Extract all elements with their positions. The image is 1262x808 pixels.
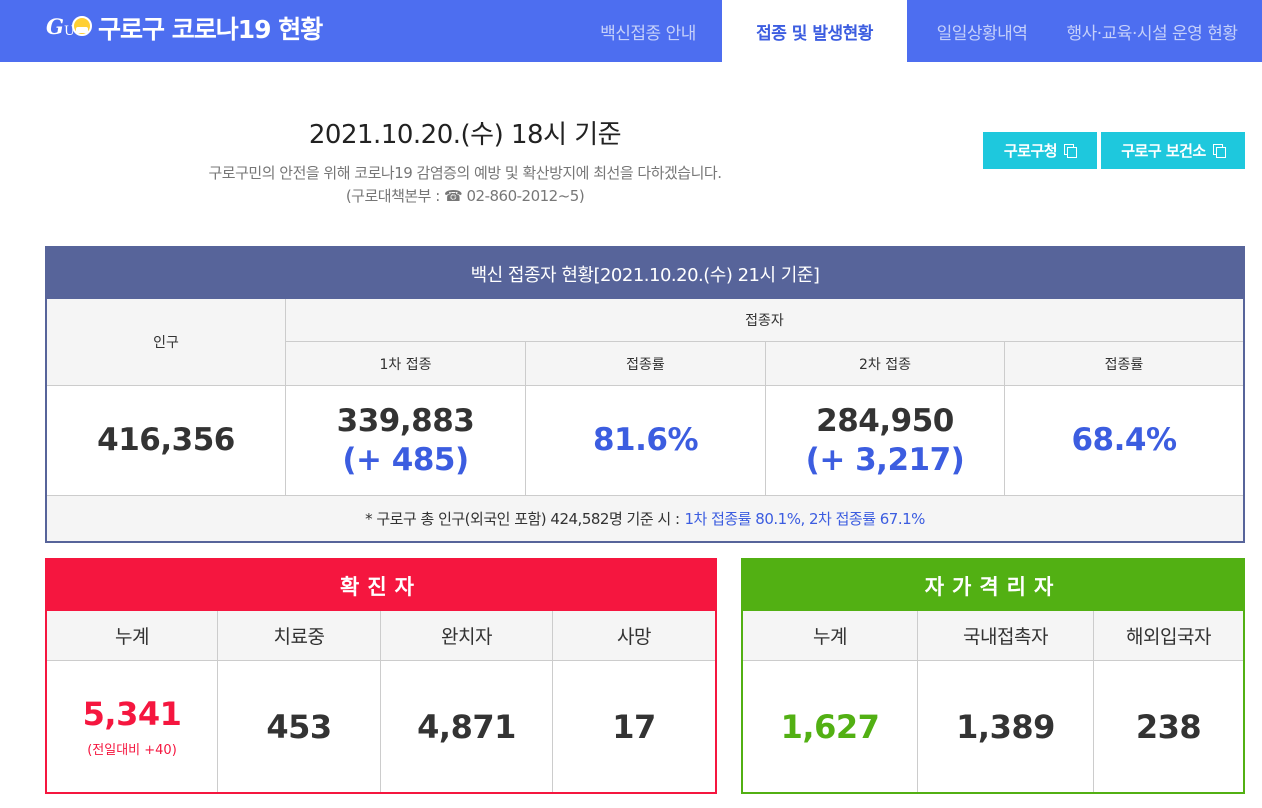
page-description: 구로구민의 안전을 위해 코로나19 감염증의 예방 및 확산방지에 최선을 다… [208,164,722,182]
in-treatment-cell: 453 [218,661,381,792]
second-rate-header: 접종률 [1005,342,1243,386]
first-rate-cell: 81.6% [526,386,766,495]
first-dose-value: 339,883 [336,402,475,439]
quarantine-total-value: 1,627 [780,707,880,746]
second-rate-cell: 68.4% [1005,386,1243,495]
vaccine-table-title: 백신 접종자 현황[2021.10.20.(수) 21시 기준] [47,248,1243,299]
confirmed-total-cell: 5,341 (전일대비 +40) [47,661,218,792]
second-rate-label: 접종률 [1104,356,1144,373]
external-link-icon [1212,144,1226,158]
population-note-rates: 1차 접종률 80.1%, 2차 접종률 67.1% [684,510,926,528]
first-rate-label: 접종률 [626,356,665,373]
contact-info: (구로대책본부 : ☎ 02-860-2012~5) [345,187,585,205]
second-dose-cell: 284,950 (+ 3,217) [766,386,1005,495]
vaccinated-label: 접종자 [745,313,784,329]
overseas-arrival-cell: 238 [1094,661,1243,792]
confirmed-cases-panel: 확진자 누계 치료중 완치자 사망 5,341 (전일대비 +40) 453 4… [45,558,717,794]
first-rate-header: 접종률 [526,342,766,386]
population-label: 인구 [153,335,179,351]
first-dose-label: 1차 접종 [379,356,432,373]
in-treatment-label: 치료중 [273,626,325,648]
deaths-header: 사망 [553,611,715,661]
deaths-cell: 17 [553,661,715,792]
population-header: 인구 [47,299,286,386]
vaccine-status-table: 백신 접종자 현황[2021.10.20.(수) 21시 기준] 인구 접종자 … [45,246,1245,543]
nav-daily-status[interactable]: 일일상황내역 [936,23,1028,44]
in-treatment-header: 치료중 [218,611,381,661]
quarantine-total-cell: 1,627 [743,661,918,792]
quarantine-panel: 자가격리자 누계 국내접촉자 해외입국자 1,627 1,389 238 [741,558,1245,794]
domestic-contact-cell: 1,389 [918,661,1094,792]
deaths-value: 17 [612,707,656,746]
overseas-arrival-header: 해외입국자 [1094,611,1243,661]
recovered-header: 완치자 [381,611,553,661]
second-dose-label: 2차 접종 [859,356,911,373]
recovered-cell: 4,871 [381,661,553,792]
site-title: 구로구 코로나19 현황 [98,15,323,44]
first-rate-value: 81.6% [592,422,699,459]
population-note-text: * 구로구 총 인구(외국인 포함) 424,582명 기준 시 : [365,510,680,528]
confirmed-total-header: 누계 [47,611,218,661]
second-dose-delta: (+ 3,217) [805,441,965,478]
confirmed-total-value: 5,341 [82,695,182,733]
health-center-button[interactable]: 구로구 보건소 [1101,132,1245,169]
population-cell: 416,356 [47,386,286,495]
nav-events-facilities[interactable]: 행사·교육·시설 운영 현황 [1066,23,1238,44]
second-dose-value: 284,950 [816,402,954,439]
second-rate-value: 68.4% [1071,422,1177,459]
confirmed-daily-change: (전일대비 +40) [87,743,177,758]
first-dose-delta: (+ 485) [342,441,469,478]
external-link-icon [1064,144,1078,158]
nav-vaccine-info[interactable]: 백신접종 안내 [600,23,696,44]
domestic-contact-header: 국내접촉자 [918,611,1094,661]
quarantine-panel-title: 자가격리자 [743,560,1243,611]
recovered-label: 완치자 [441,626,492,648]
confirmed-panel-title: 확진자 [47,560,715,611]
guro-office-label: 구로구청 [1003,142,1058,160]
second-dose-header: 2차 접종 [766,342,1005,386]
domestic-contact-label: 국내접촉자 [963,626,1048,648]
domestic-contact-value: 1,389 [956,707,1055,746]
first-dose-header: 1차 접종 [286,342,526,386]
quarantine-total-label: 누계 [813,626,847,648]
quarantine-total-header: 누계 [743,611,918,661]
overseas-arrival-value: 238 [1135,707,1202,746]
nav-vaccination-status[interactable]: 접종 및 발생현황 [722,0,907,62]
page-date-title: 2021.10.20.(수) 18시 기준 [308,120,622,150]
in-treatment-value: 453 [266,707,332,746]
health-center-label: 구로구 보건소 [1121,142,1206,160]
deaths-label: 사망 [617,626,651,648]
first-dose-cell: 339,883 (+ 485) [286,386,526,495]
population-note: * 구로구 총 인구(외국인 포함) 424,582명 기준 시 : 1차 접종… [47,495,1243,541]
recovered-value: 4,871 [417,707,516,746]
guro-office-button[interactable]: 구로구청 [983,132,1097,169]
vaccinated-header: 접종자 [286,299,1243,342]
overseas-arrival-label: 해외입국자 [1126,626,1211,648]
confirmed-total-label: 누계 [115,626,149,648]
population-value: 416,356 [97,422,235,459]
